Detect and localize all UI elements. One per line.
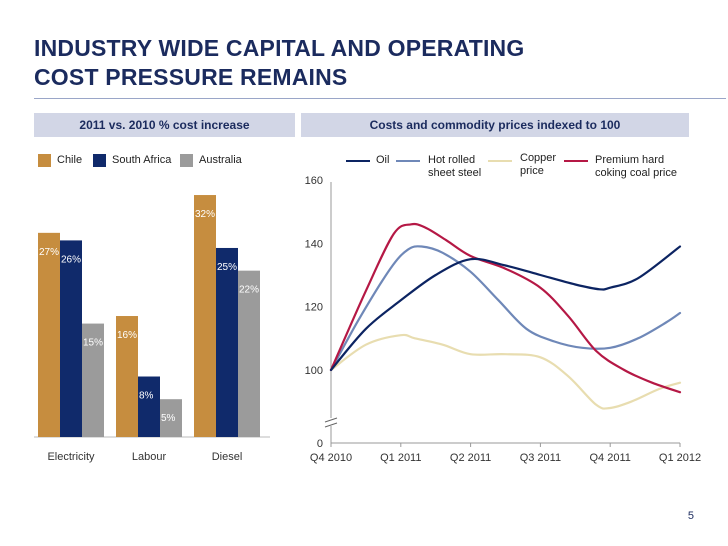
legend-swatch-chile: [38, 154, 51, 167]
legend-line-oil: [346, 160, 370, 162]
line-y-tick-160: 160: [305, 175, 323, 187]
line-x-tick-q2-2011: Q2 2011: [450, 452, 491, 464]
bar-category-diesel: Diesel: [212, 451, 243, 463]
bar-label-diesel-australia: 22%: [239, 285, 259, 296]
line-x-tick-q3-2011: Q3 2011: [520, 452, 561, 464]
legend-label-steel-line-2: sheet steel: [428, 167, 482, 179]
bar-labour-chile: [116, 316, 138, 437]
legend-label-coal-line-1: Premium hard: [595, 154, 665, 166]
bar-panel-header: 2011 vs. 2010 % cost increase: [34, 113, 295, 137]
legend-line-coal: [564, 160, 588, 162]
page-number: 5: [687, 510, 694, 522]
title-divider: [34, 98, 726, 99]
bar-label-labour-chile: 16%: [117, 330, 137, 341]
legend-line-copper: [488, 160, 512, 162]
line-x-tick-q1-2011: Q1 2011: [380, 452, 421, 464]
title-line-2: COST PRESSURE REMAINS: [34, 64, 348, 90]
page-title: INDUSTRY WIDE CAPITAL AND OPERATING COST…: [34, 34, 694, 92]
bar-diesel-chile: [194, 195, 216, 437]
legend-label-copper-line-1: Copper: [520, 152, 557, 164]
bar-electricity-south-africa: [60, 240, 82, 437]
bar-label-labour-australia: 5%: [161, 413, 176, 424]
line-series-premium-hard-coking-coal-price: [329, 222, 682, 394]
legend-label-coal-line-2: coking coal price: [595, 167, 677, 179]
bar-labour-south-africa: [138, 376, 160, 437]
bar-label-diesel-chile: 32%: [195, 209, 215, 220]
line-x-tick-q4-2010: Q4 2010: [310, 452, 352, 464]
bar-label-diesel-south-africa: 25%: [217, 262, 237, 273]
line-y-tick-140: 140: [305, 238, 323, 250]
bar-label-labour-south-africa: 8%: [139, 391, 154, 402]
bar-diesel-australia: [238, 270, 260, 437]
bar-electricity-chile: [38, 232, 60, 437]
line-series-hot-rolled-sheet-steel: [329, 245, 682, 372]
bar-labour-australia: [160, 399, 182, 437]
line-series-oil: [329, 245, 682, 372]
line-y-tick-100: 100: [305, 365, 323, 377]
legend-label-south-africa: South Africa: [112, 154, 172, 166]
legend-label-copper: Copper price: [520, 152, 556, 178]
line-series-copper-price: [329, 333, 682, 410]
legend-label-chile: Chile: [57, 154, 83, 166]
line-x-tick-q4-2011: Q4 2011: [590, 452, 631, 464]
line-y-tick-120: 120: [305, 302, 323, 314]
legend-label-australia: Australia: [199, 154, 242, 166]
legend-label-copper-line-2: price: [520, 165, 544, 177]
legend-label-steel: Hot rolled sheet steel: [428, 154, 481, 180]
bar-category-labour: Labour: [132, 451, 167, 463]
bar-label-electricity-australia: 15%: [83, 338, 103, 349]
axis-break-gap: [325, 418, 337, 426]
legend-label-steel-line-1: Hot rolled: [428, 154, 476, 166]
bar-diesel-south-africa: [216, 247, 238, 437]
bar-electricity-australia: [82, 323, 104, 437]
line-panel-header: Costs and commodity prices indexed to 10…: [301, 113, 689, 137]
legend-line-steel: [396, 160, 420, 162]
legend-swatch-australia: [180, 154, 193, 167]
bar-category-electricity: Electricity: [47, 451, 95, 463]
axis-break-mark-top: [324, 417, 338, 423]
bar-label-electricity-south-africa: 26%: [61, 254, 81, 265]
line-x-tick-q1-2012: Q1 2012: [659, 452, 701, 464]
axis-break-mark-bottom: [324, 422, 338, 428]
bar-label-electricity-chile: 27%: [39, 247, 59, 258]
legend-label-oil: Oil: [376, 154, 390, 166]
legend-swatch-south-africa: [93, 154, 106, 167]
line-y-tick-0: 0: [317, 438, 323, 450]
legend-label-coal: Premium hard coking coal price: [595, 154, 677, 180]
title-line-1: INDUSTRY WIDE CAPITAL AND OPERATING: [34, 35, 525, 61]
